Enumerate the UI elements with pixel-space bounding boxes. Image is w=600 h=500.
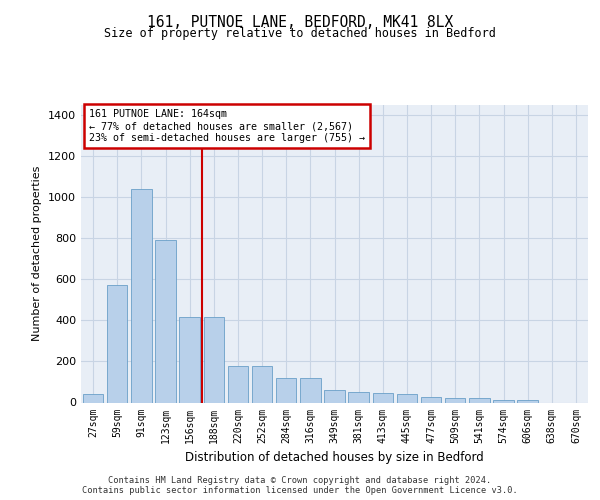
Bar bbox=[517, 400, 538, 402]
Bar bbox=[107, 284, 127, 403]
Y-axis label: Number of detached properties: Number of detached properties bbox=[32, 166, 43, 342]
Bar bbox=[324, 390, 345, 402]
Bar bbox=[203, 318, 224, 402]
Bar bbox=[83, 394, 103, 402]
Bar bbox=[469, 398, 490, 402]
X-axis label: Distribution of detached houses by size in Bedford: Distribution of detached houses by size … bbox=[185, 451, 484, 464]
Bar bbox=[300, 378, 320, 402]
Text: Size of property relative to detached houses in Bedford: Size of property relative to detached ho… bbox=[104, 28, 496, 40]
Bar bbox=[445, 398, 466, 402]
Text: 161, PUTNOE LANE, BEDFORD, MK41 8LX: 161, PUTNOE LANE, BEDFORD, MK41 8LX bbox=[147, 15, 453, 30]
Bar bbox=[397, 394, 417, 402]
Bar bbox=[155, 240, 176, 402]
Bar bbox=[349, 392, 369, 402]
Bar bbox=[373, 394, 393, 402]
Bar bbox=[131, 189, 152, 402]
Bar bbox=[493, 400, 514, 402]
Bar bbox=[252, 366, 272, 403]
Bar bbox=[276, 378, 296, 402]
Bar bbox=[179, 318, 200, 402]
Text: 161 PUTNOE LANE: 164sqm
← 77% of detached houses are smaller (2,567)
23% of semi: 161 PUTNOE LANE: 164sqm ← 77% of detache… bbox=[89, 110, 365, 142]
Bar bbox=[227, 366, 248, 403]
Text: Contains HM Land Registry data © Crown copyright and database right 2024.
Contai: Contains HM Land Registry data © Crown c… bbox=[82, 476, 518, 495]
Bar bbox=[421, 398, 442, 402]
